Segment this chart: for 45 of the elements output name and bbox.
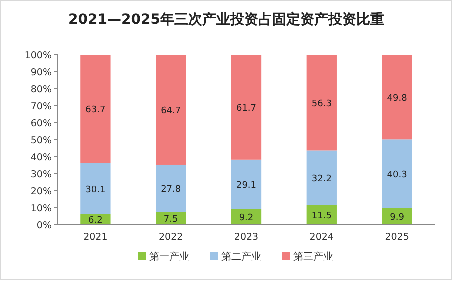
data-label: 7.5 (164, 215, 178, 226)
data-label: 56.3 (312, 99, 332, 110)
y-tick-label: 20% (30, 186, 52, 198)
chart-title: 2021—2025年三次产业投资占固定资产投资比重 (68, 11, 384, 28)
bar (156, 164, 186, 212)
x-tick-label: 2022 (159, 232, 184, 243)
bar (80, 163, 111, 214)
bar (80, 55, 111, 164)
x-tick-label: 2024 (310, 232, 334, 243)
bar (306, 150, 337, 206)
x-tick-label: 2021 (84, 232, 108, 243)
x-tick-label: 2025 (385, 232, 410, 243)
y-tick-label: 80% (30, 84, 52, 96)
bar (306, 55, 337, 151)
legend-label: 第三产业 (294, 251, 334, 263)
x-tick-label: 2023 (234, 232, 259, 243)
data-label: 61.7 (236, 104, 257, 114)
y-tick-label: 100% (24, 50, 52, 62)
y-tick-label: 50% (30, 136, 52, 146)
bar (382, 55, 412, 140)
bar (382, 140, 412, 208)
data-label: 49.8 (387, 94, 408, 104)
data-label: 30.1 (86, 185, 106, 196)
data-label: 27.8 (161, 185, 182, 196)
data-label: 40.3 (387, 170, 408, 180)
y-tick-label: 0% (36, 220, 52, 232)
data-label: 9.9 (390, 213, 405, 224)
legend-label: 第二产业 (222, 251, 262, 263)
bar (231, 55, 262, 160)
y-tick-label: 90% (30, 68, 52, 78)
y-tick-label: 60% (30, 118, 52, 130)
y-tick-label: 70% (30, 102, 52, 112)
y-tick-label: 40% (30, 152, 52, 164)
data-label: 29.1 (236, 181, 257, 192)
data-label: 32.2 (312, 174, 332, 185)
y-tick-label: 10% (30, 204, 52, 214)
bar (156, 55, 186, 165)
y-tick-label: 30% (30, 170, 52, 180)
data-label: 9.2 (239, 214, 254, 224)
data-label: 64.7 (161, 106, 182, 116)
data-label: 11.5 (312, 212, 332, 222)
data-label: 63.7 (86, 106, 106, 116)
data-label: 6.2 (88, 216, 103, 226)
bar (231, 160, 262, 210)
legend-label: 第一产业 (150, 251, 190, 263)
